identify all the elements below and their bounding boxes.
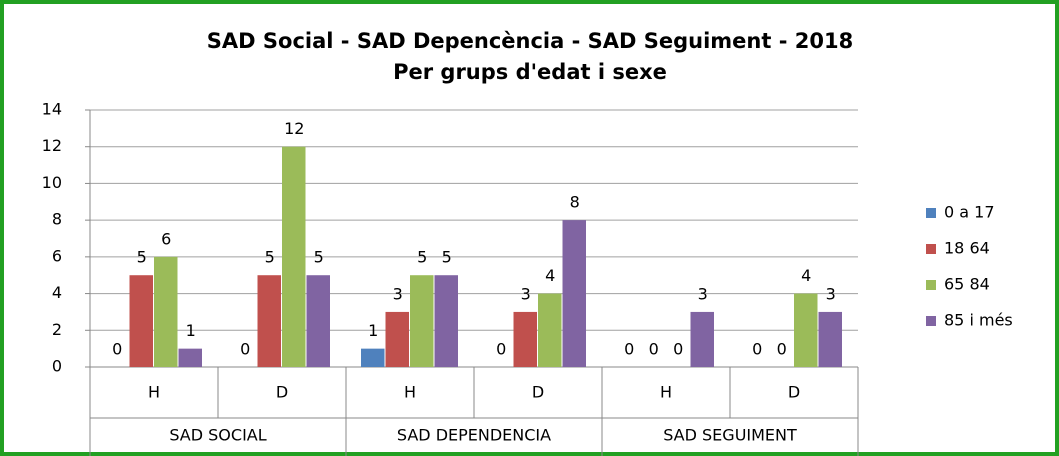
value-label: 6 (161, 229, 171, 248)
legend-swatch (926, 244, 936, 254)
value-label: 5 (265, 248, 275, 267)
bar (562, 220, 586, 367)
value-label: 3 (521, 284, 531, 303)
group-label: SAD SEGUIMENT (663, 426, 797, 445)
y-tick-label: 10 (42, 173, 62, 192)
value-label: 1 (186, 321, 196, 340)
y-tick-label: 4 (52, 283, 62, 302)
bar (794, 293, 818, 367)
bar (410, 275, 434, 367)
y-tick-label: 2 (52, 320, 62, 339)
bar (513, 311, 537, 367)
bar (361, 348, 385, 367)
value-label: 0 (112, 340, 122, 359)
value-label: 12 (284, 119, 304, 138)
value-label: 5 (314, 248, 324, 267)
value-label: 4 (545, 266, 555, 285)
x-tick-label: H (148, 383, 160, 402)
legend-label: 85 i més (944, 311, 1013, 330)
value-label: 3 (393, 284, 403, 303)
chart-subtitle: Per grups d'edat i sexe (393, 60, 667, 84)
legend-swatch (926, 280, 936, 290)
value-label: 8 (570, 193, 580, 212)
value-label: 5 (417, 248, 427, 267)
bar (385, 311, 409, 367)
group-label: SAD SOCIAL (169, 426, 266, 445)
bar (178, 348, 202, 367)
chart-title: SAD Social - SAD Depencència - SAD Segui… (207, 29, 853, 53)
bar (818, 311, 842, 367)
x-tick-label: H (404, 383, 416, 402)
bar (306, 275, 330, 367)
value-label: 0 (673, 340, 683, 359)
y-tick-label: 6 (52, 246, 62, 265)
value-label: 0 (624, 340, 634, 359)
x-tick-label: D (276, 383, 288, 402)
value-label: 0 (496, 340, 506, 359)
legend-label: 0 a 17 (944, 203, 995, 222)
value-label: 5 (442, 248, 452, 267)
bar (129, 275, 153, 367)
value-label: 0 (240, 340, 250, 359)
x-tick-label: H (660, 383, 672, 402)
value-label: 4 (801, 266, 811, 285)
x-tick-label: D (788, 383, 800, 402)
y-tick-label: 0 (52, 357, 62, 376)
value-label: 3 (826, 284, 836, 303)
value-label: 0 (649, 340, 659, 359)
value-label: 5 (137, 248, 147, 267)
bar (434, 275, 458, 367)
y-tick-label: 12 (42, 136, 62, 155)
legend-swatch (926, 208, 936, 218)
legend-label: 65 84 (944, 275, 990, 294)
bar (690, 311, 714, 367)
y-tick-label: 8 (52, 210, 62, 229)
bar (257, 275, 281, 367)
legend-label: 18 64 (944, 239, 990, 258)
bar (538, 293, 562, 367)
group-label: SAD DEPENDENCIA (397, 426, 551, 445)
x-tick-label: D (532, 383, 544, 402)
bar (282, 146, 306, 367)
value-label: 0 (752, 340, 762, 359)
y-tick-label: 14 (42, 100, 62, 119)
value-label: 0 (777, 340, 787, 359)
value-label: 3 (698, 284, 708, 303)
bar (154, 256, 178, 367)
value-label: 1 (368, 321, 378, 340)
legend-swatch (926, 316, 936, 326)
